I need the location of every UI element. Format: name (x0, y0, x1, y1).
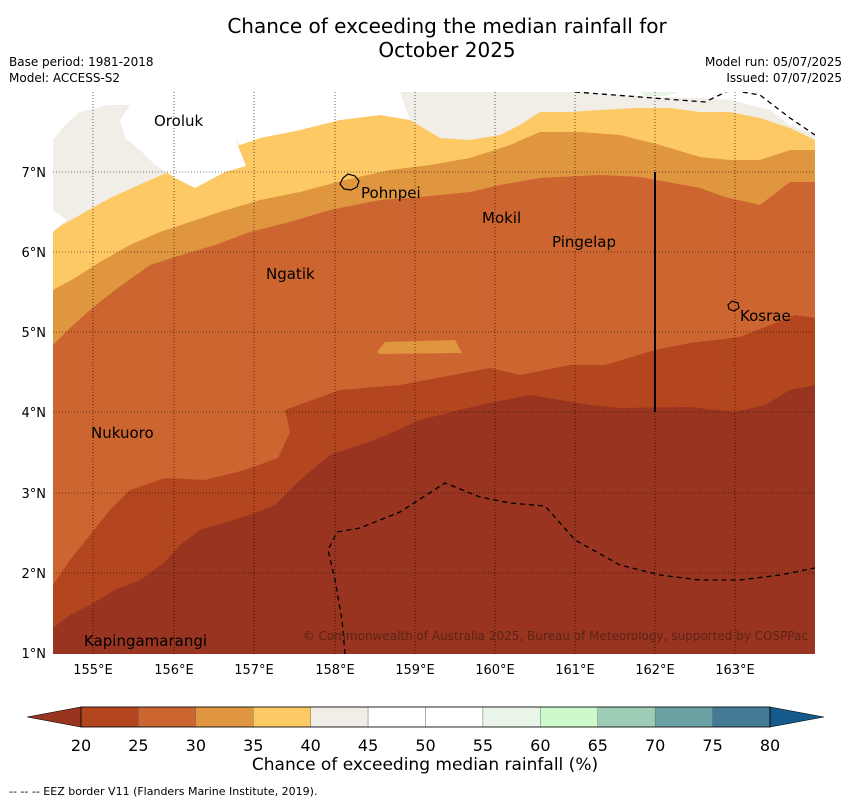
colorbar-segment (310, 706, 369, 728)
model-name: Model: ACCESS-S2 (9, 71, 121, 85)
map-copyright: © Commonwealth of Australia 2025, Bureau… (303, 629, 808, 643)
place-pingelap: Pingelap (552, 233, 616, 251)
pohnpei-island-outline (339, 173, 360, 191)
colorbar-tick-label: 60 (530, 736, 551, 755)
colorbar-segment (367, 706, 426, 728)
lon-tick: 157°E (234, 663, 274, 678)
place-kosrae: Kosrae (740, 307, 791, 325)
lon-tick: 158°E (315, 663, 355, 678)
colorbar-segment (540, 706, 598, 728)
lat-tick: 7°N (22, 166, 47, 181)
kosrae-island-outline (727, 300, 740, 312)
colorbar-segment (482, 706, 541, 728)
lon-tick: 161°E (555, 663, 595, 678)
colorbar-segment (425, 706, 484, 728)
colorbar-tick-label: 70 (644, 736, 666, 755)
colorbar-segment (597, 706, 656, 728)
colorbar-extend-high (769, 706, 825, 728)
patch-mokil (427, 210, 478, 247)
colorbar-tick-label: 80 (759, 736, 781, 755)
place-nukuoro: Nukuoro (91, 424, 154, 442)
colorbar-outline (80, 706, 771, 728)
colorbar-extend-low (26, 706, 82, 728)
chart-title: Chance of exceeding the median rainfall … (0, 14, 850, 62)
base-period: Base period: 1981-2018 (9, 55, 154, 69)
colorbar-tick-label: 45 (357, 736, 379, 755)
colorbar-title: Chance of exceeding median rainfall (%) (251, 755, 599, 775)
colorbar-segment (195, 706, 254, 728)
colorbar-tick-label: 20 (70, 736, 92, 755)
lat-tick: 5°N (22, 326, 47, 341)
white-area-top-left (53, 92, 108, 140)
colorbar-tick-label: 50 (415, 736, 436, 755)
meta-left: Base period: 1981-2018 Model: ACCESS-S2 (9, 54, 154, 86)
colorbar-segment (654, 706, 713, 728)
white-area-oroluk-2 (120, 92, 246, 188)
eez-border (327, 92, 815, 654)
eez-footer-note: -- -- -- EEZ border V11 (Flanders Marine… (9, 785, 318, 798)
title-line-2: October 2025 (378, 38, 516, 62)
patch-small-west (125, 350, 142, 366)
title-line-1: Chance of exceeding the median rainfall … (227, 14, 667, 38)
place-oroluk: Oroluk (154, 112, 203, 130)
colorbar-segment (80, 706, 139, 728)
lat-tick: 3°N (22, 487, 47, 502)
place-mokil: Mokil (482, 209, 521, 227)
white-area-ne (575, 92, 815, 135)
colorbar-segment (138, 706, 197, 728)
colorbar-tick-label: 25 (128, 736, 149, 755)
light-green-area (640, 92, 680, 96)
patch-center-light (377, 340, 462, 354)
lon-tick: 160°E (475, 663, 515, 678)
colorbar-tick-label: 30 (185, 736, 206, 755)
issued-date: Issued: 07/07/2025 (726, 71, 842, 85)
lon-tick: 156°E (154, 663, 194, 678)
map-area: Oroluk Pohnpei Mokil Pingelap Ngatik Kos… (53, 92, 815, 654)
place-pohnpei: Pohnpei (361, 184, 421, 202)
lat-tick-labels: 7°N 6°N 5°N 4°N 3°N 2°N 1°N (22, 166, 47, 662)
lon-tick: 159°E (395, 663, 435, 678)
gridlines (53, 92, 815, 654)
white-area-left (53, 210, 67, 232)
white-area-oroluk (155, 92, 410, 145)
colorbar-segment (253, 706, 311, 728)
colorbar-tick-label: 75 (702, 736, 723, 755)
meta-right: Model run: 05/07/2025 Issued: 07/07/2025 (705, 54, 842, 86)
colorbar-tick-label: 65 (587, 736, 608, 755)
lon-tick: 155°E (73, 663, 113, 678)
lat-tick: 2°N (22, 567, 47, 582)
lon-tick: 162°E (635, 663, 675, 678)
place-ngatik: Ngatik (266, 265, 315, 283)
colorbar-tick-label: 40 (300, 736, 321, 755)
colorbar-segment (712, 706, 771, 728)
lat-tick: 1°N (22, 647, 47, 662)
place-kapingamarangi: Kapingamarangi (84, 632, 207, 650)
lat-tick: 6°N (22, 246, 47, 261)
lon-tick-labels: 155°E 156°E 157°E 158°E 159°E 160°E 161°… (73, 663, 755, 678)
colorbar (26, 706, 825, 728)
lat-tick: 4°N (22, 406, 47, 421)
model-run: Model run: 05/07/2025 (704, 55, 842, 69)
lon-tick: 163°E (715, 663, 755, 678)
colorbar-tick-label: 55 (472, 736, 494, 755)
colorbar-tick-label: 35 (243, 736, 264, 755)
